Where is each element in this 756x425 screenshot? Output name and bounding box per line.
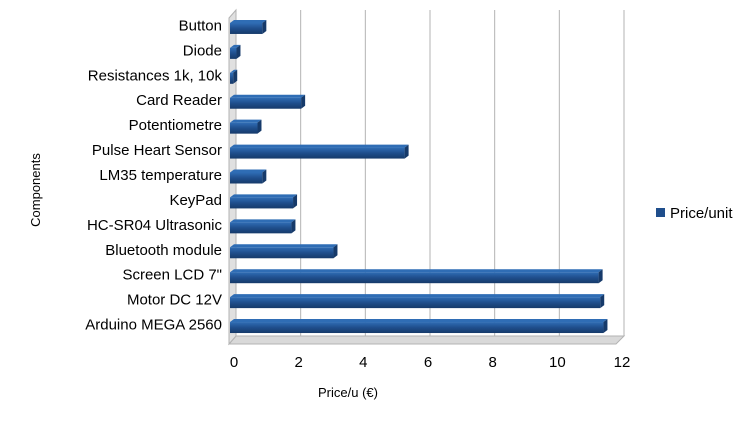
bar-top-face xyxy=(230,294,605,298)
bar-layer xyxy=(230,19,608,334)
bar-end-face xyxy=(333,244,338,259)
y-tick-label-1: Diode xyxy=(183,42,222,59)
bar-end-face xyxy=(262,19,267,34)
y-tick-label-6: LM35 temperature xyxy=(99,167,222,184)
bar-front-face xyxy=(230,272,599,284)
bar-6 xyxy=(230,169,267,184)
bar-end-face xyxy=(233,69,238,84)
x-tick-label-0: 0 xyxy=(230,354,238,371)
y-tick-label-11: Motor DC 12V xyxy=(127,292,222,309)
bar-end-face xyxy=(293,194,298,209)
bar-front-face xyxy=(230,147,405,159)
bar-front-face xyxy=(230,222,292,234)
y-tick-label-0: Button xyxy=(179,17,222,34)
bar-front-face xyxy=(230,247,334,259)
bar-top-face xyxy=(230,269,603,273)
bar-top-face xyxy=(230,169,267,173)
bar-top-face xyxy=(230,94,306,98)
bar-front-face xyxy=(230,47,237,59)
bar-0 xyxy=(230,19,267,34)
bar-end-face xyxy=(262,169,267,184)
legend-label: Price/unit xyxy=(670,205,733,222)
bar-end-face xyxy=(301,94,306,109)
bar-front-face xyxy=(230,122,258,134)
bar-4 xyxy=(230,119,262,134)
bar-front-face xyxy=(230,197,294,209)
x-tick-label-4: 4 xyxy=(359,354,367,371)
bar-end-face xyxy=(603,319,608,334)
y-tick-label-4: Potentiometre xyxy=(129,117,222,134)
bar-5 xyxy=(230,144,409,159)
bar-top-face xyxy=(230,69,238,73)
bar-front-face xyxy=(230,172,263,184)
bar-end-face xyxy=(257,119,262,134)
legend: Price/unit xyxy=(656,205,733,222)
bar-8 xyxy=(230,219,296,234)
bar-11 xyxy=(230,294,605,309)
bar-top-face xyxy=(230,219,296,223)
bar-3 xyxy=(230,94,306,109)
y-tick-label-7: KeyPad xyxy=(169,192,222,209)
bar-top-face xyxy=(230,44,241,48)
bar-10 xyxy=(230,269,603,284)
bar-top-face xyxy=(230,144,409,148)
bar-front-face xyxy=(230,322,604,334)
bar-1 xyxy=(230,44,241,59)
bar-top-face xyxy=(230,19,267,23)
legend-swatch xyxy=(656,208,665,217)
bar-2 xyxy=(230,69,238,84)
bar-front-face xyxy=(230,297,601,309)
bar-end-face xyxy=(236,44,241,59)
bar-end-face xyxy=(291,219,296,234)
y-axis-title: Components xyxy=(28,153,43,227)
x-tick-label-8: 8 xyxy=(488,354,496,371)
bar-front-face xyxy=(230,72,234,84)
bar-front-face xyxy=(230,97,302,109)
bar-top-face xyxy=(230,244,338,248)
bar-12 xyxy=(230,319,608,334)
bar-top-face xyxy=(230,194,298,198)
x-tick-label-10: 10 xyxy=(549,354,566,371)
x-axis-title: Price/u (€) xyxy=(318,385,378,400)
y-tick-label-10: Screen LCD 7" xyxy=(122,267,222,284)
y-tick-label-9: Bluetooth module xyxy=(105,242,222,259)
bar-top-face xyxy=(230,319,608,323)
bar-end-face xyxy=(600,294,605,309)
y-tick-label-2: Resistances 1k, 10k xyxy=(88,67,223,84)
bar-top-face xyxy=(230,119,262,123)
bar-end-face xyxy=(598,269,603,284)
y-tick-label-8: HC-SR04 Ultrasonic xyxy=(87,217,223,234)
grid-layer xyxy=(227,8,626,346)
x-tick-label-6: 6 xyxy=(424,354,432,371)
chart-floor xyxy=(227,335,626,345)
bar-end-face xyxy=(404,144,409,159)
bar-9 xyxy=(230,244,338,259)
x-tick-label-12: 12 xyxy=(614,354,631,371)
label-layer: 0 2 4 6 8 10 12 Button Diode Resistances 1k, 10k C… xyxy=(85,17,630,371)
bar-front-face xyxy=(230,22,263,34)
y-tick-label-5: Pulse Heart Sensor xyxy=(92,142,222,159)
x-tick-label-2: 2 xyxy=(294,354,302,371)
bar-7 xyxy=(230,194,298,209)
y-tick-label-12: Arduino MEGA 2560 xyxy=(85,317,222,334)
y-tick-label-3: Card Reader xyxy=(136,92,222,109)
